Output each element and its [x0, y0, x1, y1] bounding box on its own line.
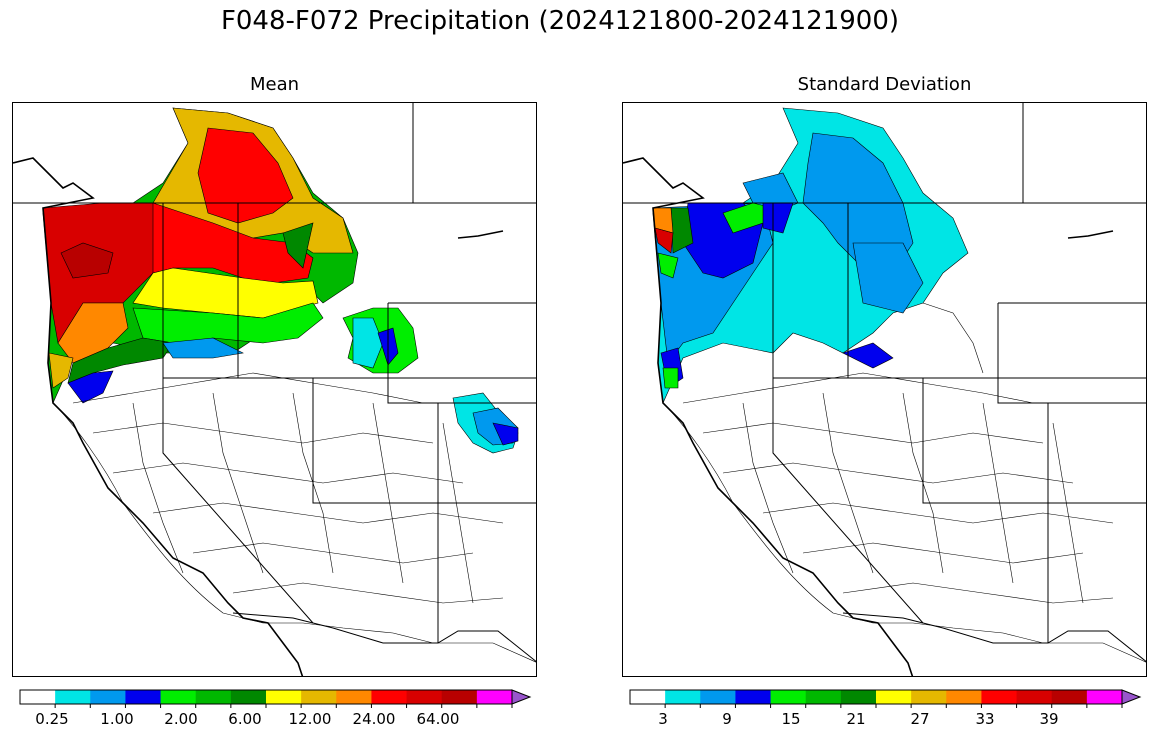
mean-colorbar-segment — [55, 690, 91, 704]
stddev-colorbar-segment — [876, 690, 912, 704]
mean-colorbar-segment — [266, 690, 302, 704]
stddev-colorbar-segment — [770, 690, 807, 704]
stddev-colorbar-segment — [805, 690, 842, 704]
mean-colorbar-segment — [90, 690, 126, 704]
stddev-tick-label: 3 — [658, 710, 668, 728]
stddev-colorbar-segment — [665, 690, 701, 704]
mean-colorbar-segment — [301, 690, 337, 704]
mean-colorbar-segment — [406, 690, 443, 704]
mean-colorbar-segment — [230, 690, 267, 704]
stddev-colorbar-extend-arrow — [1121, 689, 1142, 705]
stddev-tick-label: 15 — [781, 710, 801, 728]
stddev-colorbar-segment — [1086, 690, 1123, 704]
mean-tick-label: 0.25 — [35, 710, 69, 728]
mean-panel-title: Mean — [249, 74, 300, 95]
stddev-panel-title: Standard Deviation — [797, 74, 972, 95]
stddev-tick-label: 33 — [975, 710, 995, 728]
stddev-tick-label: 21 — [846, 710, 866, 728]
mean-tick-label: 64.00 — [416, 710, 460, 728]
mean-boundaries — [13, 103, 536, 663]
stddev-map — [622, 102, 1147, 677]
stddev-tick-label: 9 — [722, 710, 732, 728]
mean-map-canvas — [13, 103, 536, 676]
mean-colorbar-segment — [160, 690, 197, 704]
mean-colorbar-segment — [125, 690, 162, 704]
mean-colorbar-segment — [20, 690, 56, 704]
stddev-colorbar-segment — [840, 690, 877, 704]
stddev-colorbar-segment — [911, 690, 947, 704]
mean-map — [12, 102, 537, 677]
mean-colorbar-segment — [336, 690, 372, 704]
stddev-map-canvas — [623, 103, 1146, 676]
stddev-colorbar-segment — [735, 690, 772, 704]
stddev-colorbar — [629, 689, 1142, 708]
mean-colorbar-segment — [441, 690, 478, 704]
mean-tick-label: 24.00 — [352, 710, 396, 728]
mean-colorbar-segment — [195, 690, 232, 704]
stddev-colorbar-svg — [629, 689, 1142, 708]
mean-colorbar-extend-arrow — [511, 689, 532, 705]
mean-tick-label: 12.00 — [288, 710, 332, 728]
mean-colorbar-segment — [476, 690, 513, 704]
stddev-colorbar-segment — [946, 690, 982, 704]
stddev-colorbar-segment — [1051, 690, 1088, 704]
stddev-boundaries — [623, 103, 1146, 663]
mean-colorbar-svg — [19, 689, 532, 708]
stddev-tick-label: 39 — [1039, 710, 1059, 728]
mean-tick-label: 6.00 — [228, 710, 262, 728]
mean-basin-outlines — [52, 372, 536, 663]
stddev-colorbar-segment — [981, 690, 1018, 704]
stddev-precip-fill — [652, 107, 969, 405]
mean-tick-label: 1.00 — [100, 710, 134, 728]
stddev-colorbar-segment — [700, 690, 736, 704]
mean-precip-fill — [42, 107, 519, 454]
mean-coastline — [13, 157, 504, 676]
stddev-basin-outlines — [662, 302, 1146, 663]
mean-colorbar — [19, 689, 532, 708]
figure-title: F048-F072 Precipitation (2024121800-2024… — [220, 6, 900, 36]
stddev-tick-label: 27 — [910, 710, 930, 728]
mean-colorbar-segment — [371, 690, 408, 704]
stddev-colorbar-segment — [1016, 690, 1053, 704]
stddev-colorbar-segment — [630, 690, 666, 704]
stddev-coastline — [623, 157, 1114, 676]
mean-tick-label: 2.00 — [164, 710, 198, 728]
